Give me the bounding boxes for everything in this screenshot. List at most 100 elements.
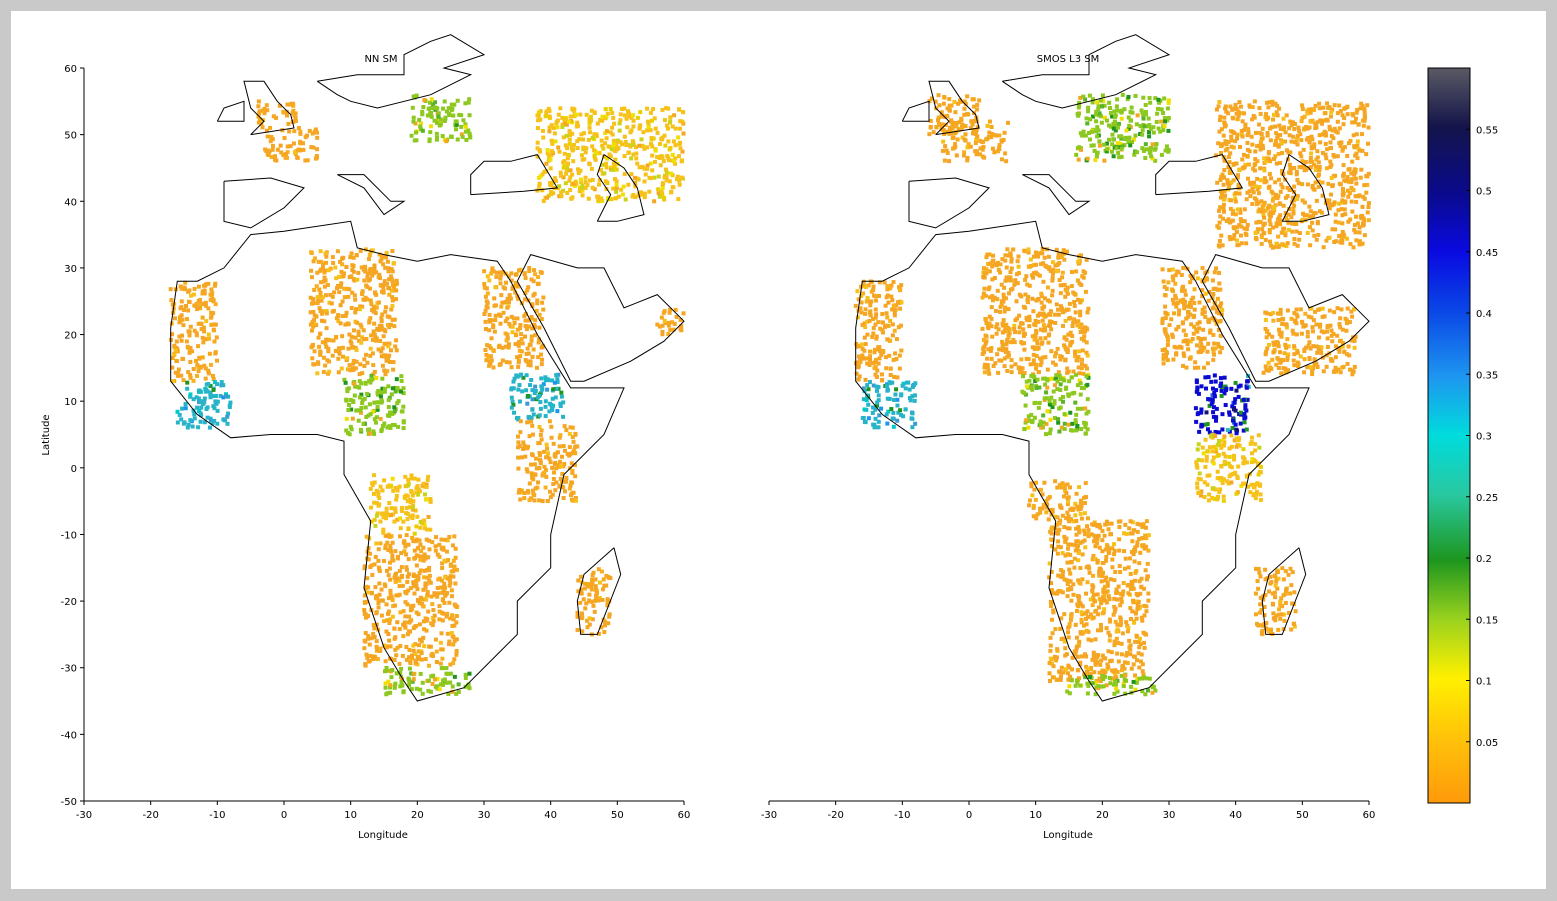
- sm-pixel: [1035, 272, 1040, 277]
- sm-pixel: [648, 128, 653, 133]
- sm-pixel: [1034, 366, 1039, 371]
- sm-pixel: [200, 335, 205, 340]
- sm-pixel: [1095, 536, 1100, 541]
- sm-pixel: [1195, 385, 1200, 390]
- sm-pixel: [413, 121, 418, 126]
- sm-pixel: [498, 276, 503, 281]
- sm-pixel: [377, 568, 382, 573]
- sm-pixel: [609, 147, 614, 152]
- sm-pixel: [857, 374, 862, 379]
- sm-pixel: [179, 305, 184, 310]
- sm-pixel: [1038, 488, 1043, 493]
- sm-pixel: [372, 635, 377, 640]
- sm-pixel: [503, 344, 508, 349]
- sm-pixel: [1041, 311, 1046, 316]
- sm-pixel: [283, 152, 288, 157]
- sm-pixel: [666, 139, 671, 144]
- sm-pixel: [623, 140, 628, 145]
- sm-pixel: [1027, 503, 1032, 508]
- sm-pixel: [1026, 294, 1031, 299]
- sm-pixel: [867, 380, 872, 385]
- sm-pixel: [344, 264, 349, 269]
- sm-pixel: [578, 112, 583, 117]
- sm-pixel: [319, 267, 324, 272]
- sm-pixel: [1123, 673, 1128, 678]
- sm-pixel: [1099, 658, 1104, 663]
- sm-pixel: [531, 477, 536, 482]
- sm-pixel: [624, 116, 629, 121]
- sm-pixel: [879, 372, 884, 377]
- sm-pixel: [1133, 570, 1138, 575]
- sm-pixel: [590, 579, 595, 584]
- sm-pixel: [1212, 352, 1217, 357]
- sm-pixel: [1241, 461, 1246, 466]
- sm-pixel: [533, 486, 538, 491]
- sm-pixel: [440, 565, 445, 570]
- sm-pixel: [1263, 567, 1268, 572]
- sm-pixel: [1009, 256, 1014, 261]
- sm-pixel: [1223, 454, 1228, 459]
- sm-pixel: [539, 352, 544, 357]
- sm-pixel: [367, 642, 372, 647]
- sm-pixel: [605, 603, 610, 608]
- sm-pixel: [318, 294, 323, 299]
- sm-pixel: [452, 639, 457, 644]
- sm-pixel: [336, 356, 341, 361]
- sm-pixel: [671, 327, 676, 332]
- sm-pixel: [652, 159, 657, 164]
- sm-pixel: [567, 178, 572, 183]
- sm-pixel: [428, 498, 433, 503]
- sm-pixel: [1135, 676, 1140, 681]
- sm-pixel: [570, 468, 575, 473]
- sm-pixel: [547, 155, 552, 160]
- sm-pixel: [362, 600, 367, 605]
- sm-pixel: [642, 146, 647, 151]
- sm-pixel: [984, 339, 989, 344]
- sm-pixel: [444, 666, 449, 671]
- sm-pixel: [1078, 392, 1083, 397]
- sm-pixel: [386, 547, 391, 552]
- sm-pixel: [454, 127, 459, 132]
- sm-pixel: [284, 113, 289, 118]
- sm-pixel: [1257, 570, 1262, 575]
- sm-pixel: [871, 383, 876, 388]
- sm-pixel: [527, 414, 532, 419]
- sm-pixel: [672, 321, 677, 326]
- sm-pixel: [549, 189, 554, 194]
- sm-pixel: [616, 194, 621, 199]
- sm-pixel: [633, 184, 638, 189]
- sm-pixel: [298, 141, 303, 146]
- sm-pixel: [617, 121, 622, 126]
- sm-pixel: [407, 683, 412, 688]
- sm-pixel: [1227, 412, 1232, 417]
- sm-pixel: [1174, 301, 1179, 306]
- sm-pixel: [1085, 427, 1090, 432]
- sm-pixel: [991, 258, 996, 263]
- sm-pixel: [1048, 417, 1053, 422]
- sm-pixel: [866, 416, 871, 421]
- sm-pixel: [580, 629, 585, 634]
- sm-pixel: [370, 337, 375, 342]
- sm-pixel: [291, 141, 296, 146]
- sm-pixel: [1170, 267, 1175, 272]
- sm-pixel: [595, 591, 600, 596]
- sm-pixel: [1189, 322, 1194, 327]
- y-tick-label: -20: [61, 597, 77, 608]
- sm-pixel: [888, 286, 893, 291]
- sm-pixel: [1065, 291, 1070, 296]
- sm-pixel: [1079, 427, 1084, 432]
- sm-pixel: [1185, 342, 1190, 347]
- sm-pixel: [524, 373, 529, 378]
- sm-pixel: [544, 474, 549, 479]
- sm-pixel: [1067, 301, 1072, 306]
- sm-pixel: [891, 410, 896, 415]
- sm-pixel: [536, 110, 541, 115]
- sm-pixel: [903, 407, 908, 412]
- sm-pixel: [1088, 612, 1093, 617]
- sm-pixel: [985, 252, 990, 257]
- sm-pixel: [369, 505, 374, 510]
- sm-pixel: [571, 142, 576, 147]
- sm-pixel: [379, 349, 384, 354]
- sm-pixel: [1145, 561, 1150, 566]
- sm-pixel: [385, 323, 390, 328]
